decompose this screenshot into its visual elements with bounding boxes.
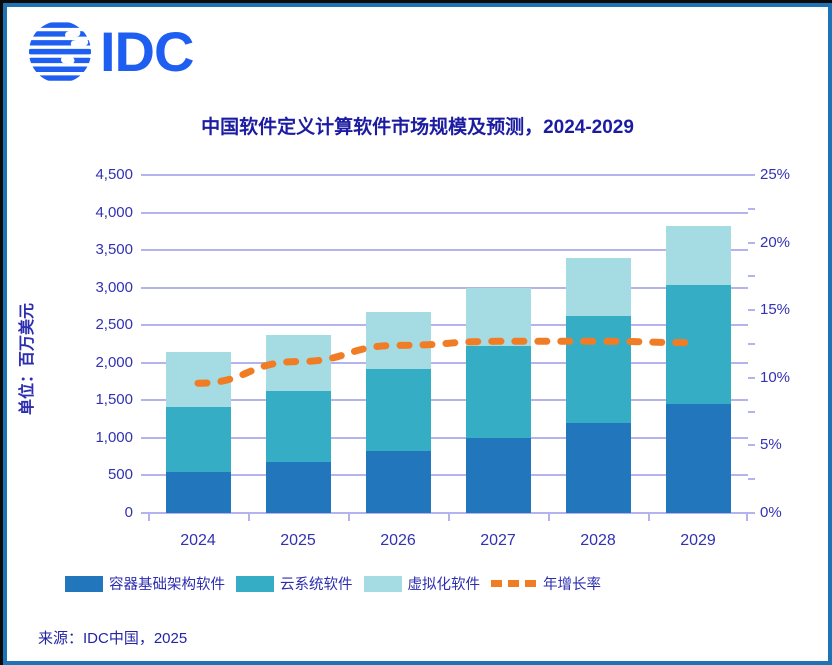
legend-label: 容器基础架构软件: [109, 577, 225, 593]
right-axis-label: 25%: [760, 166, 791, 183]
left-axis-label: 2,500: [95, 316, 133, 334]
legend-dashed-line-icon: [491, 580, 537, 587]
right-axis-label: 10%: [760, 368, 791, 386]
gridline: [148, 211, 748, 214]
left-axis-tick: [141, 286, 148, 289]
left-axis-tick: [141, 399, 148, 402]
legend-label: 虚拟化软件: [407, 577, 481, 593]
x-axis-tick: [248, 513, 250, 521]
x-axis-category-label: 2025: [280, 532, 316, 549]
left-axis-tick: [141, 436, 148, 439]
legend-label: 年增长率: [543, 577, 601, 593]
left-axis-label: 1,000: [95, 428, 133, 446]
bar-segment: [565, 422, 631, 513]
bar-segment: [365, 450, 431, 513]
x-axis-tick: [448, 513, 450, 521]
x-axis-category-label: 2024: [180, 532, 216, 549]
gridline: [148, 436, 748, 439]
bar-segment: [165, 407, 231, 473]
legend-swatch-container-software: [65, 575, 103, 592]
right-axis-label: 5%: [760, 436, 782, 454]
x-axis-tick: [548, 513, 550, 521]
gridline: [148, 174, 748, 176]
right-axis-tick: [748, 478, 755, 481]
x-axis-tick: [648, 513, 650, 521]
right-axis-tick: [748, 309, 755, 312]
bar-segment: [465, 287, 531, 346]
gridline: [148, 399, 748, 402]
growth-rate-line: [194, 337, 702, 387]
left-axis-tick: [141, 211, 148, 214]
left-axis-label: 4,000: [95, 203, 133, 221]
right-axis-label: 15%: [760, 301, 791, 319]
idc-logo-text: IDC: [100, 20, 194, 83]
gridline: [148, 324, 748, 327]
chart-frame: IDC 中国软件定义计算软件市场规模及预测，2024-2029 单位：百万美元 …: [3, 3, 832, 665]
bar-segment: [465, 345, 531, 438]
bar-segment: [665, 404, 731, 513]
chart-title: 中国软件定义计算软件市场规模及预测，2024-2029: [201, 117, 634, 138]
bar-segment: [665, 226, 731, 286]
bar-segment: [465, 437, 531, 513]
right-axis-tick: [748, 512, 755, 514]
gridline: [148, 361, 748, 364]
left-axis-tick: [141, 174, 148, 176]
right-axis-tick: [748, 275, 755, 278]
gridline: [148, 286, 748, 289]
legend-item-growth-rate: 年增长率: [491, 573, 601, 594]
left-axis-label: 500: [107, 466, 133, 484]
legend-item-virtualization-software: 虚拟化软件: [363, 573, 481, 594]
bar-segment: [565, 258, 631, 317]
idc-globe-icon: [28, 22, 92, 81]
right-axis-tick: [748, 207, 755, 210]
left-axis-label: 3,500: [95, 241, 133, 259]
left-axis-label: 3,000: [95, 278, 133, 296]
legend-item-cloud-system-software: 云系统软件: [236, 573, 353, 594]
y-axis-title: 单位：百万美元: [19, 303, 36, 416]
plot-area: [141, 174, 755, 521]
left-axis-tick: [141, 249, 148, 252]
right-axis-label: 20%: [760, 233, 791, 251]
idc-logo: IDC: [28, 20, 194, 84]
bar-segment: [565, 316, 631, 423]
left-axis-tick: [141, 324, 148, 327]
x-axis-tick: [148, 513, 150, 521]
bar-segment: [365, 368, 431, 451]
bar-segment: [365, 312, 431, 369]
legend: 容器基础架构软件 云系统软件 虚拟化软件 年增长率: [65, 573, 612, 594]
left-axis-tick: [141, 474, 148, 477]
left-axis-tick: [141, 361, 148, 364]
bar-segment: [265, 390, 331, 462]
right-axis-tick: [748, 444, 755, 447]
right-axis-tick: [748, 241, 755, 244]
source-note: 来源：IDC中国，2025: [38, 630, 188, 647]
bar-segment: [165, 472, 231, 513]
right-axis-tick: [748, 343, 755, 345]
legend-swatch-cloud-system-software: [236, 575, 274, 592]
x-axis-category-label: 2029: [680, 532, 716, 549]
right-axis-label: 0%: [760, 504, 782, 521]
x-axis-tick: [746, 513, 748, 521]
right-axis-tick: [748, 410, 755, 413]
gridline: [148, 474, 748, 477]
left-axis-label: 1,500: [95, 391, 133, 409]
right-axis-tick: [748, 376, 755, 379]
x-axis-category-label: 2028: [580, 532, 616, 549]
left-axis-label: 0: [124, 504, 133, 521]
gridline: [148, 249, 748, 252]
left-axis-tick: [141, 512, 148, 514]
legend-swatch-virtualization-software: [363, 575, 402, 592]
left-axis-label: 2,000: [95, 353, 133, 371]
right-axis-tick: [748, 174, 755, 176]
legend-item-container-software: 容器基础架构软件: [65, 573, 225, 594]
x-axis-category-label: 2027: [480, 532, 516, 549]
x-axis-category-label: 2026: [380, 532, 416, 549]
legend-label: 云系统软件: [280, 577, 353, 593]
bar-segment: [265, 461, 331, 513]
x-axis-tick: [348, 513, 350, 521]
left-axis-label: 4,500: [95, 166, 133, 183]
